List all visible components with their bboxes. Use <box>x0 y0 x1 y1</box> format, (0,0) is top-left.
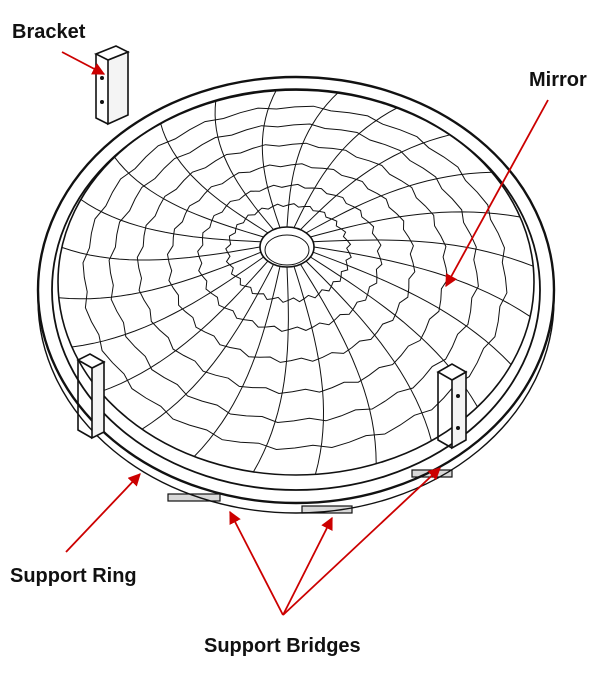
mirror-concentric-ring <box>166 163 416 363</box>
mirror-radial-line <box>286 91 339 228</box>
ring-lower-thickness <box>37 300 555 514</box>
mirror-concentric-ring <box>136 142 449 395</box>
mirror-mesh <box>58 89 534 475</box>
mirror-concentric-ring <box>108 123 479 424</box>
support-bridge-middle <box>301 505 353 514</box>
arrow-bracket <box>61 51 106 75</box>
mirror-radial-line <box>310 211 521 238</box>
mirror-radial-line <box>261 89 281 228</box>
ring-inner-edge <box>51 89 541 491</box>
bracket-right <box>436 363 468 450</box>
mirror-concentric-ring <box>225 203 352 303</box>
arrow-mirror <box>445 99 549 288</box>
mirror-rim <box>57 88 535 476</box>
mirror-radial-line <box>252 266 289 473</box>
bracket-left <box>76 353 106 440</box>
mirror <box>57 88 535 476</box>
mirror-radial-line <box>313 239 534 267</box>
support-bridge-left <box>167 493 221 502</box>
mirror-radial-line <box>293 266 325 475</box>
annotation-arrows <box>61 51 549 616</box>
mirror-concentric-ring <box>82 105 508 451</box>
label-support-ring: Support Ring <box>10 565 137 587</box>
mirror-radial-line <box>58 251 262 300</box>
support-ring <box>36 75 556 514</box>
mirror-concentric-ring <box>197 183 383 332</box>
arrow-support-ring <box>65 473 141 553</box>
ring-outer-edge <box>36 75 556 505</box>
mirror-radial-line <box>100 260 269 393</box>
mirror-radial-line <box>293 107 399 228</box>
mirror-radial-line <box>312 251 512 365</box>
mirror-radial-line <box>305 260 432 441</box>
mirror-radial-line <box>160 123 269 234</box>
mirror-center-hole <box>259 226 315 268</box>
mirror-radial-line <box>313 246 531 318</box>
mirror-radial-line <box>71 256 264 348</box>
mirror-radial-line <box>193 266 281 457</box>
arrow-bridge-right <box>282 467 441 616</box>
mirror-radial-line <box>80 199 261 243</box>
mirror-radial-line <box>300 134 451 231</box>
bracket-top-left <box>94 45 130 126</box>
label-mirror: Mirror <box>529 69 587 91</box>
mirror-radial-line <box>61 246 261 261</box>
mirror-radial-line <box>214 100 274 231</box>
arrow-bridge-middle <box>282 516 333 616</box>
mirror-radial-line <box>305 171 492 234</box>
label-bracket: Bracket <box>12 21 86 43</box>
mirror-radial-line <box>114 156 264 238</box>
mirror-radial-line <box>300 264 377 464</box>
label-support-bridges: Support Bridges <box>204 635 361 657</box>
mirror-center-hole-inner <box>264 234 310 266</box>
mirror-radial-line <box>141 264 274 430</box>
arrow-bridge-left <box>229 510 284 616</box>
